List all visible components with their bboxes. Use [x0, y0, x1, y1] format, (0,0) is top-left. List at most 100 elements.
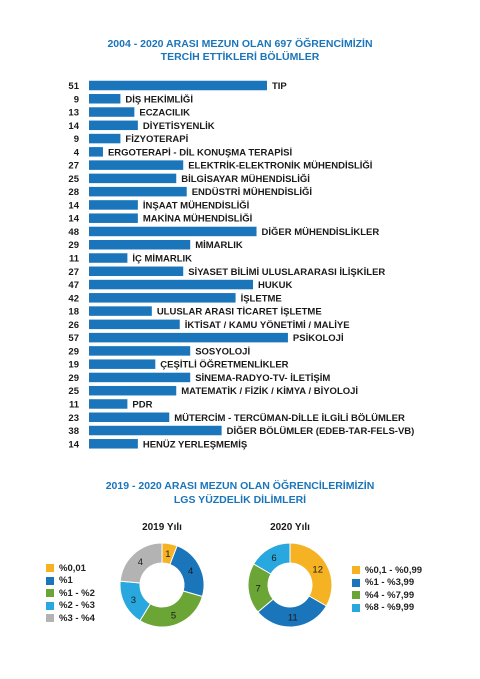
donut-slice-value: 1 — [165, 549, 170, 560]
donut-slice — [119, 542, 163, 584]
bar-value-label: 19 — [68, 360, 79, 371]
bar-value-label: 51 — [68, 81, 79, 92]
legend-label: %1 - %3,99 — [365, 577, 415, 589]
bar-category-label: MÜTERCİM - TERCÜMAN-DİLLE İLGİLİ BÖLÜMLE… — [174, 413, 405, 424]
legend-label: %0,01 — [59, 562, 86, 574]
bar — [89, 346, 191, 356]
bar — [89, 107, 135, 117]
bar-category-label: FİZYOTERAPİ — [125, 134, 188, 145]
legend-item: %0,1 - %0,99 — [352, 564, 422, 577]
donut-slice-value: 12 — [312, 565, 323, 576]
donut-slice-value: 5 — [171, 610, 176, 621]
bar-category-label: HUKUK — [258, 280, 292, 291]
bar-value-label: 27 — [68, 267, 79, 278]
bar-value-label: 29 — [68, 346, 79, 357]
bar-category-label: DİĞER BÖLÜMLER (EDEB-TAR-FELS-VB) — [227, 425, 415, 437]
donut-slice-value: 11 — [288, 612, 298, 623]
bar-value-label: 57 — [68, 333, 79, 344]
bar-value-label: 18 — [68, 307, 79, 318]
bar — [89, 173, 177, 184]
donut-slice — [169, 545, 205, 598]
bar-value-label: 27 — [68, 161, 79, 172]
legend-item: %4 - %7,99 — [352, 589, 422, 602]
legend-swatch — [46, 601, 54, 610]
legend-swatch — [46, 614, 54, 623]
bar-value-label: 13 — [68, 108, 79, 119]
bar — [89, 186, 187, 197]
donut-chart-title-line2: LGS YÜZDELİK DİLİMLERİ — [173, 494, 307, 506]
legend-2019: %0,01 %1 %1 - %2 %2 - %3 %3 - %4 — [46, 562, 95, 625]
bar-value-label: 14 — [68, 121, 79, 132]
bar-value-label: 4 — [74, 147, 80, 158]
bar-category-label: ÇEŞİTLİ ÖĞRETMENLİKLER — [160, 359, 288, 371]
bar-category-label: PSİKOLOJİ — [293, 333, 344, 344]
bar-value-label: 11 — [69, 399, 80, 410]
donut-slice-value: 7 — [255, 583, 260, 594]
donut-slice-value: 4 — [188, 566, 193, 577]
legend-swatch — [352, 578, 360, 587]
bar-category-label: MİMARLIK — [195, 240, 243, 251]
bar-category-label: TIP — [272, 81, 287, 92]
legend-item: %0,01 — [46, 562, 95, 575]
bar-value-label: 28 — [68, 187, 79, 198]
legend-label: %1 - %2 — [59, 587, 95, 599]
bar-category-label: PDR — [132, 399, 152, 410]
bar — [89, 160, 184, 170]
donut-title: 2019 Yılı — [142, 522, 182, 533]
bar-value-label: 29 — [68, 373, 79, 384]
legend-swatch — [46, 576, 54, 585]
bar-category-label: ELEKTRİK-ELEKTRONİK MÜHENDİSLİĞİ — [188, 160, 372, 172]
bar-category-label: BİLGİSAYAR MÜHENDİSLİĞİ — [181, 173, 310, 185]
bar-chart-title-line1: 2004 - 2020 ARASI MEZUN OLAN 697 ÖĞRENCİ… — [107, 38, 373, 50]
bar — [89, 226, 257, 237]
legend-item: %1 - %3,99 — [352, 577, 422, 590]
bar — [89, 94, 121, 104]
bar-value-label: 9 — [74, 94, 79, 105]
bar — [89, 213, 138, 223]
bar-category-label: İNŞAAT MÜHENDİSLİĞİ — [143, 199, 249, 211]
bar — [89, 439, 138, 449]
bar-category-label: MAKİNA MÜHENDİSLİĞİ — [143, 213, 252, 225]
bar-value-label: 42 — [68, 293, 79, 304]
bar-value-label: 23 — [68, 413, 79, 424]
bar — [89, 306, 152, 316]
legend-label: %8 - %9,99 — [365, 602, 415, 614]
legend-label: %0,1 - %0,99 — [365, 564, 423, 576]
bar-value-label: 25 — [68, 174, 79, 185]
bar-value-label: 14 — [68, 214, 79, 225]
bar — [89, 200, 138, 210]
legend-label: %1 — [59, 575, 73, 587]
bar-value-label: 38 — [68, 426, 79, 437]
legend-swatch — [352, 603, 360, 612]
legend-label: %4 - %7,99 — [365, 589, 415, 601]
donut-slice-value: 6 — [271, 553, 276, 564]
bar-value-label: 47 — [68, 280, 79, 291]
bar — [89, 359, 156, 369]
bar-category-label: DİYETİSYENLİK — [143, 121, 215, 132]
legend-item: %1 — [46, 575, 95, 588]
bar — [89, 120, 138, 131]
bar-category-label: DİĞER MÜHENDİSLİKLER — [262, 226, 380, 238]
bar-category-label: İŞLETME — [241, 293, 282, 304]
bar-value-label: 11 — [69, 254, 80, 265]
bar-chart: 51 TIP 9 DİŞ HEKİMLİĞİ 13 ECZACILIK 14 DİYETİSY… — [68, 80, 415, 450]
donut-slice-value: 3 — [131, 595, 136, 606]
bar — [89, 425, 222, 436]
bar — [89, 412, 170, 422]
bar — [89, 385, 177, 396]
legend-label: %3 - %4 — [59, 612, 95, 624]
bar-value-label: 9 — [74, 134, 79, 145]
bar-value-label: 14 — [68, 439, 79, 450]
bar-category-label: MATEMATİK / FİZİK / KİMYA / BİYOLOJİ — [181, 386, 358, 397]
bar — [89, 279, 254, 290]
bar — [89, 253, 128, 263]
bar — [89, 266, 184, 277]
legend-2020: %0,1 - %0,99 %1 - %3,99 %4 - %7,99 %8 - %9,… — [352, 564, 422, 614]
bar-category-label: ENDÜSTRİ MÜHENDİSLİĞİ — [192, 186, 312, 198]
donut-slice-value: 4 — [138, 557, 143, 568]
bar-category-label: ULUSLAR ARASI TİCARET İŞLETME — [157, 307, 322, 318]
legend-swatch — [352, 566, 360, 575]
bar-value-label: 48 — [68, 227, 79, 238]
donut-slice — [139, 590, 204, 628]
bar-category-label: SİNEMA-RADYO-TV- İLETİŞİM — [195, 373, 330, 384]
